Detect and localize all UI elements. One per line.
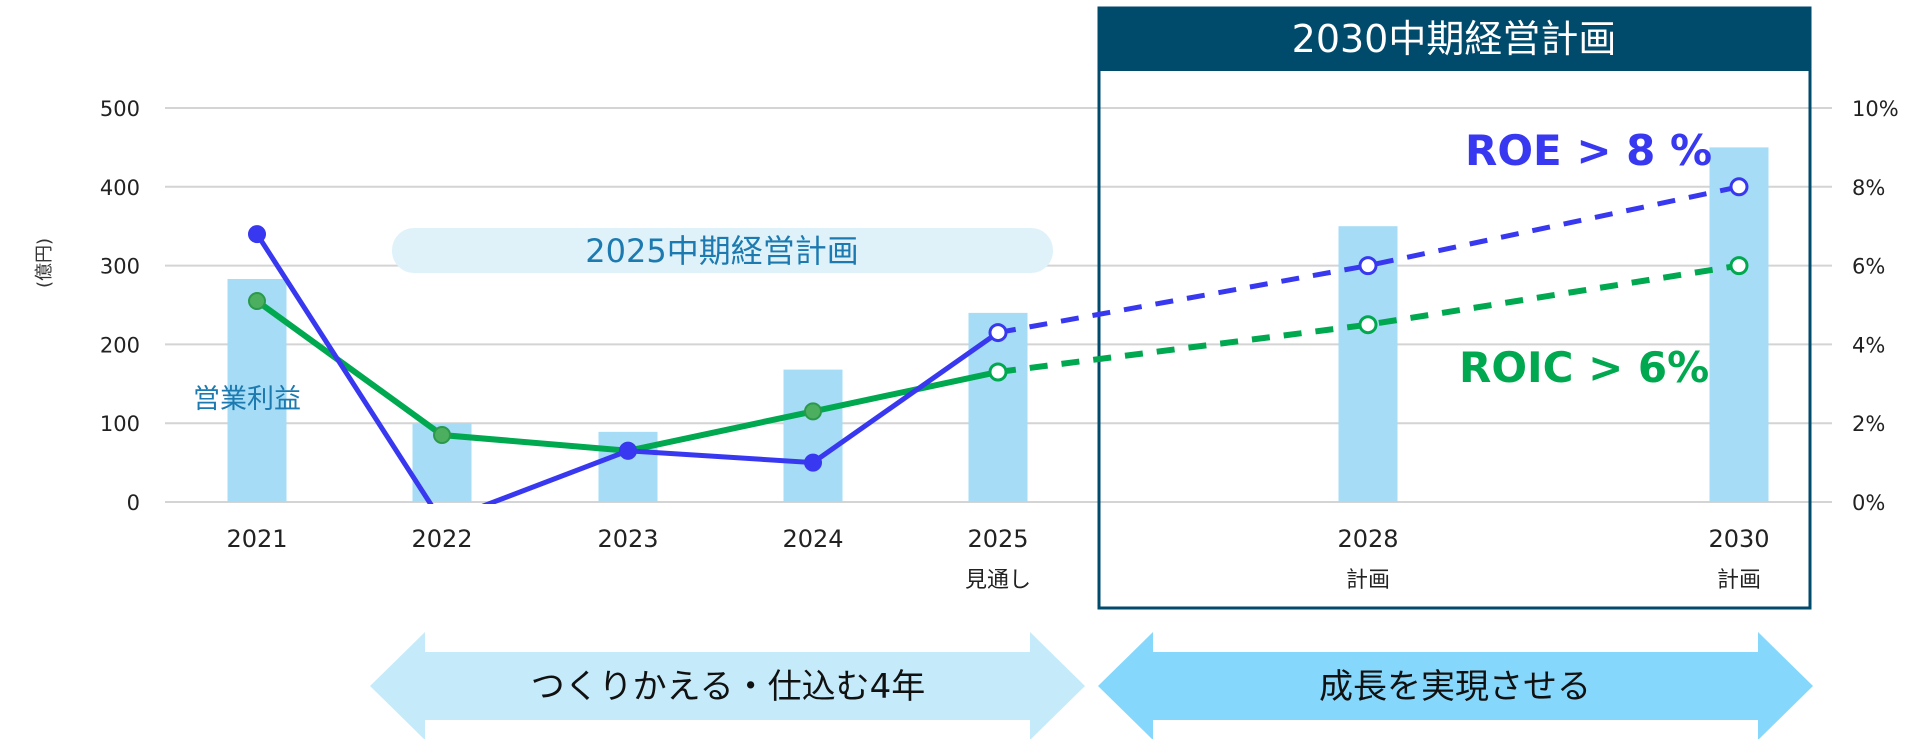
roic-line-projected — [997, 262, 1740, 375]
bar-series-label: 営業利益 — [193, 384, 301, 415]
plan-2025-pill: 2025中期経営計画 — [392, 228, 1053, 273]
y-left-tick-label: 400 — [100, 176, 140, 200]
x-tick-label: 2025 — [967, 525, 1028, 553]
x-tick-sublabel: 見通し — [965, 568, 1031, 593]
plan-2025-pill-bg — [392, 228, 1053, 273]
y-left-tick-label: 300 — [100, 255, 140, 279]
roe-point-2025 — [988, 323, 1008, 343]
bar-2030 — [1709, 147, 1769, 502]
roe-target-label: ROE > 8 % — [1465, 126, 1712, 175]
line-series — [248, 177, 1749, 504]
bar-2024 — [783, 369, 843, 502]
y-right-tick-label: 2% — [1852, 412, 1885, 436]
roic-point-2030 — [1729, 256, 1749, 276]
roic-point-2024 — [804, 402, 822, 421]
roe-point-2028 — [1358, 256, 1378, 276]
x-tick-sublabel: 計画 — [1346, 568, 1390, 593]
y-right-tick-label: 0% — [1852, 491, 1885, 515]
y-left-tick-label: 0 — [127, 491, 140, 515]
y-right-tick-label: 10% — [1852, 97, 1899, 121]
roe-point-2024 — [804, 453, 822, 472]
plan-2030-title: 2030中期経営計画 — [1292, 17, 1617, 61]
x-tick-label: 2023 — [597, 525, 658, 553]
plan-2025-label: 2025中期経営計画 — [585, 232, 858, 270]
plan-2030-header — [1098, 7, 1811, 71]
x-tick-sublabel: 計画 — [1717, 568, 1761, 593]
arrow-right-shape — [1098, 632, 1813, 739]
y-right-tick-label: 8% — [1852, 176, 1885, 200]
arrow-right: 成長を実現させる — [1098, 632, 1813, 739]
x-tick-label: 2030 — [1708, 525, 1769, 553]
roic-line-actual — [255, 298, 999, 454]
arrow-left: つくりかえる・仕込む4年 — [370, 632, 1085, 739]
axis-ticks: 0 100 200 300 400 500 0% 2% 4% 6% 8% 10% 2021 2022 202… — [100, 97, 1899, 593]
x-tick-label: 2022 — [411, 525, 472, 553]
roe-point-2021 — [248, 225, 266, 244]
plan-2030-frame: 2030中期経営計画 — [1097, 6, 1812, 610]
roic-point-2028 — [1358, 315, 1378, 335]
arrow-left-shape — [370, 632, 1085, 739]
y-right-tick-label: 6% — [1852, 255, 1885, 279]
y-left-tick-label: 200 — [100, 333, 140, 357]
y-axis-title: (億円) — [34, 238, 55, 288]
arrow-left-label: つくりかえる・仕込む4年 — [531, 667, 926, 707]
x-tick-label: 2028 — [1337, 525, 1398, 553]
x-tick-label: 2021 — [226, 525, 287, 553]
y-left-tick-label: 500 — [100, 97, 140, 121]
roic-target-label: ROIC > 6% — [1459, 343, 1709, 392]
arrow-right-label: 成長を実現させる — [1319, 667, 1591, 707]
roic-point-2022 — [433, 426, 451, 445]
roe-point-2023 — [619, 441, 637, 460]
roic-point-2021 — [248, 292, 266, 311]
roe-point-2030 — [1729, 177, 1749, 197]
y-left-tick-label: 100 — [100, 412, 140, 436]
y-right-tick-label: 4% — [1852, 333, 1885, 357]
roic-point-2025 — [988, 362, 1008, 382]
x-tick-label: 2024 — [782, 525, 843, 553]
